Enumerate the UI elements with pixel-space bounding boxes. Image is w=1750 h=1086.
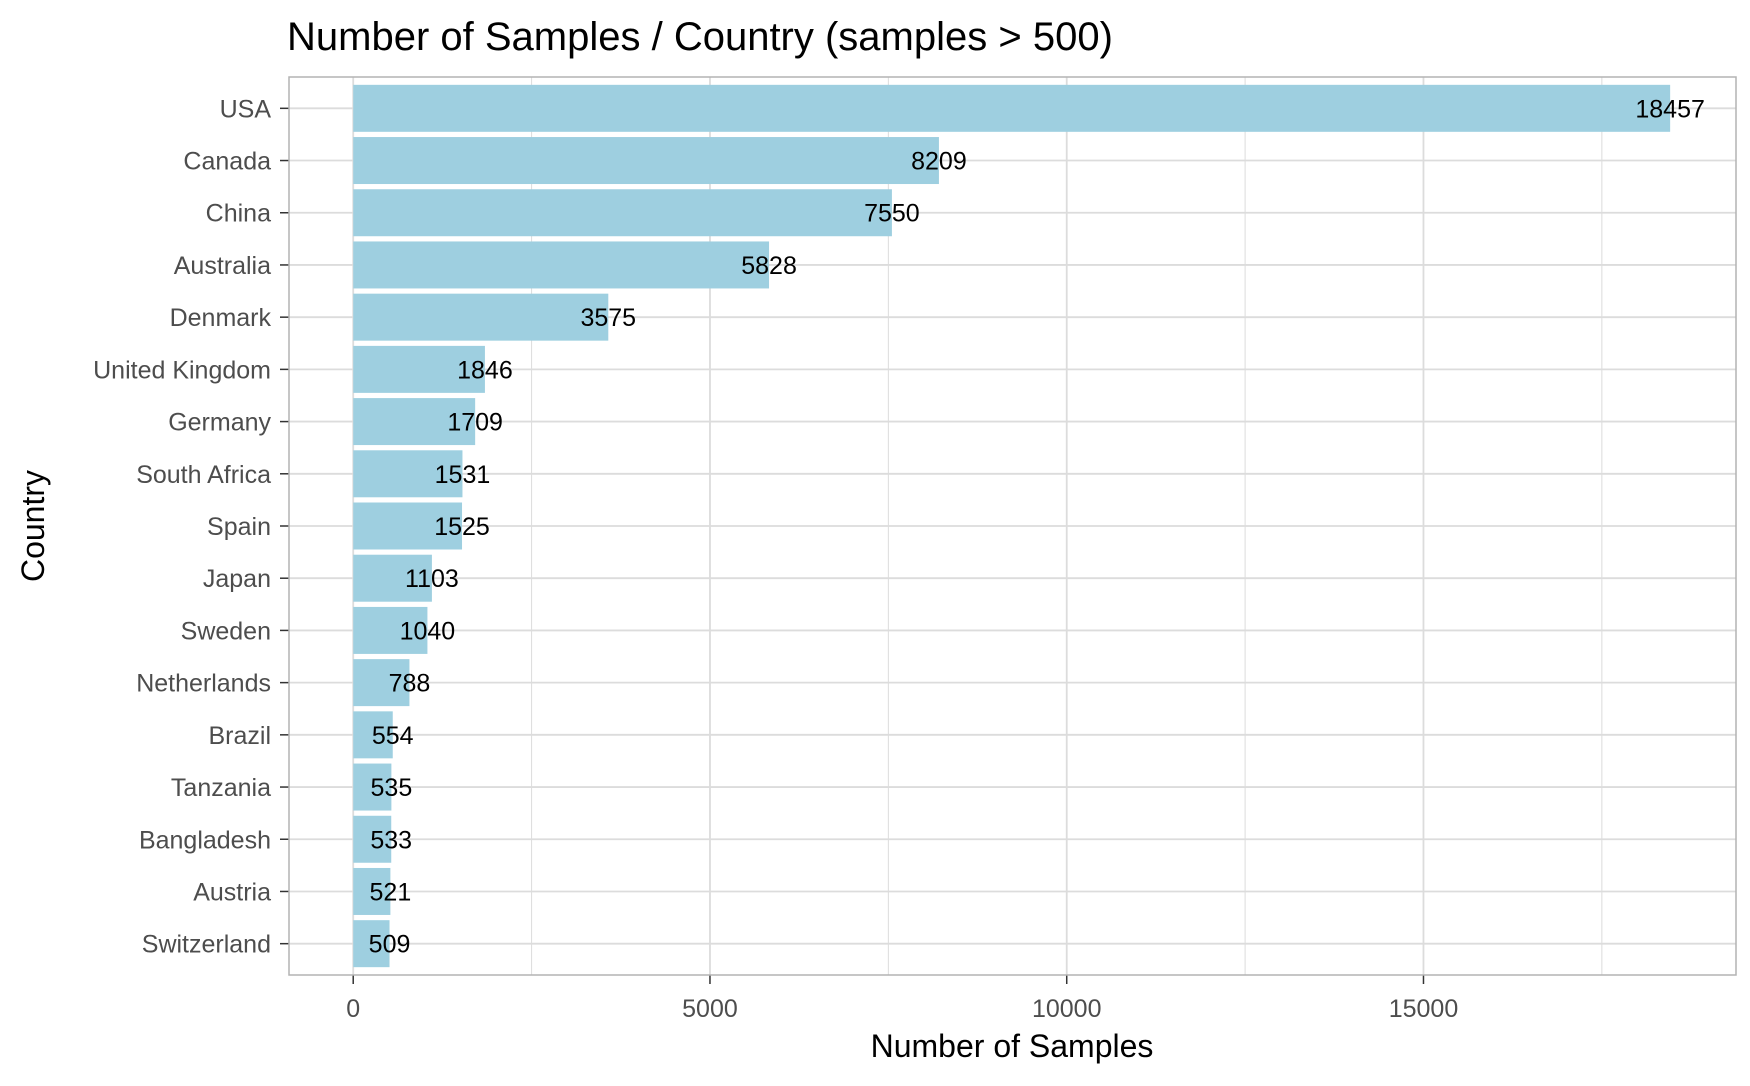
chart-title: Number of Samples / Country (samples > 5… (287, 15, 1113, 59)
data-label: 1525 (434, 513, 490, 541)
y-tick-label: Switzerland (142, 931, 271, 959)
data-label: 1846 (457, 356, 513, 384)
x-axis-ticks: 0 5000 10000 15000 (346, 975, 1458, 1023)
bar (353, 502, 463, 550)
y-tick-label: Sweden (181, 617, 271, 645)
bar (353, 763, 392, 811)
y-tick-label: South Africa (136, 461, 271, 489)
y-tick-label: Bangladesh (139, 826, 271, 854)
bar (353, 867, 391, 915)
bar (353, 189, 892, 237)
y-tick-label: Denmark (170, 304, 272, 332)
data-label: 521 (370, 878, 412, 906)
bar (353, 450, 463, 498)
data-label: 5828 (741, 252, 797, 280)
y-axis-title: Country (15, 470, 51, 582)
y-tick-label: China (206, 200, 271, 228)
data-label: 788 (389, 670, 431, 698)
data-label: 3575 (580, 304, 636, 332)
y-axis-ticks: USA Canada China Australia Denmark United Kin… (93, 95, 289, 959)
y-tick-label: Netherlands (136, 670, 271, 698)
x-tick-label: 15000 (1389, 995, 1459, 1023)
data-label: 533 (370, 826, 412, 854)
bar (353, 398, 476, 446)
bar (353, 137, 939, 185)
y-tick-label: USA (220, 95, 272, 123)
bar (353, 711, 393, 759)
bar (353, 920, 390, 968)
data-label: 509 (369, 931, 411, 959)
data-label: 8209 (911, 148, 967, 176)
x-tick-label: 5000 (682, 995, 738, 1023)
bar (353, 241, 770, 289)
panel-border (288, 76, 1737, 976)
bars-layer (353, 84, 1671, 968)
bar (353, 659, 410, 707)
x-tick-label: 10000 (1032, 995, 1102, 1023)
data-label: 1709 (447, 409, 503, 437)
y-tick-label: Spain (207, 513, 271, 541)
y-tick-label: Austria (193, 878, 271, 906)
data-label: 1040 (400, 617, 456, 645)
y-tick-label: Canada (183, 148, 271, 176)
data-label: 18457 (1635, 95, 1705, 123)
data-label: 554 (372, 722, 414, 750)
y-tick-label: Germany (168, 409, 271, 437)
x-tick-label: 0 (346, 995, 360, 1023)
data-label: 1103 (405, 565, 459, 593)
y-tick-label: United Kingdom (93, 356, 271, 384)
y-tick-label: Brazil (208, 722, 271, 750)
y-tick-label: Australia (174, 252, 271, 280)
x-axis-title: Number of Samples (871, 1028, 1154, 1064)
bar (353, 554, 432, 602)
bar (353, 293, 609, 341)
bar (353, 815, 392, 863)
data-label: 1531 (435, 461, 491, 489)
y-tick-label: Japan (203, 565, 271, 593)
bar (353, 606, 428, 654)
data-label: 7550 (864, 200, 920, 228)
bar (353, 345, 485, 393)
bar (353, 84, 1671, 132)
data-labels-layer: 18457 8209 7550 5828 3575 1846 1709 1531 1525 110… (369, 95, 1705, 958)
data-label: 535 (371, 774, 413, 802)
y-tick-label: Tanzania (171, 774, 271, 802)
